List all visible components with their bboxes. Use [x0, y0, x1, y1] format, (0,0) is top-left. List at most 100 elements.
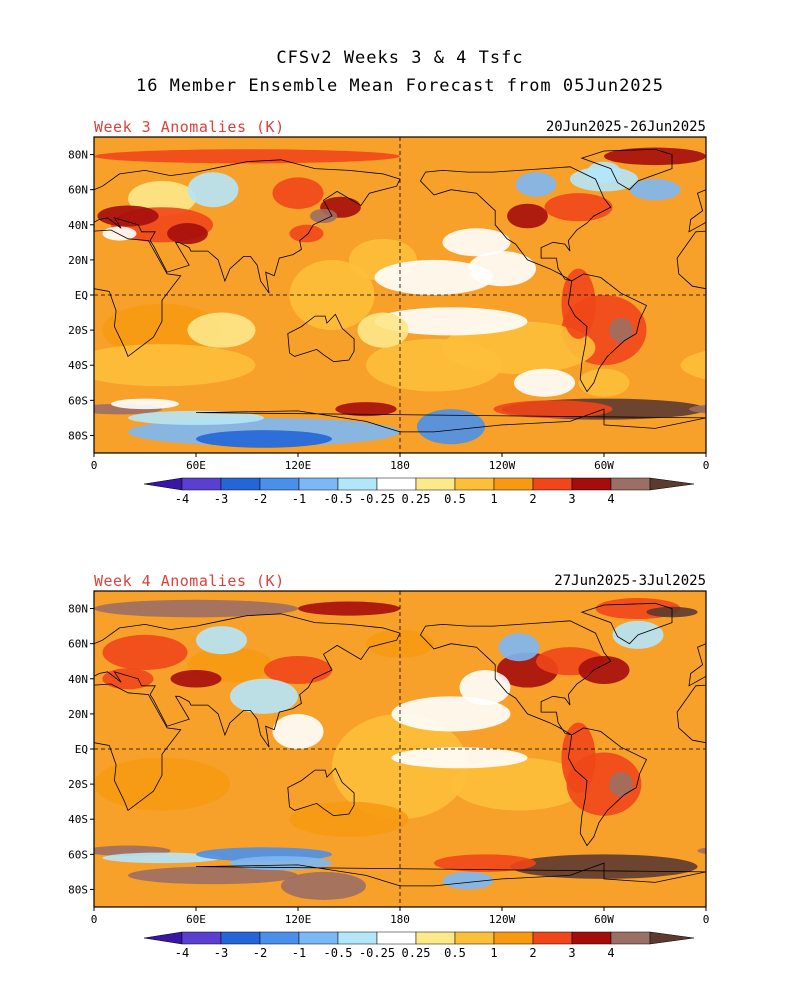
colorbar-swatch: [337, 931, 378, 945]
lat-label: 80N: [68, 149, 88, 162]
colorbar-label: -2: [253, 492, 267, 506]
anomaly-region: [609, 771, 633, 797]
coastline-africa: [94, 229, 182, 358]
anomaly-region: [715, 227, 749, 241]
lon-label: 0: [91, 913, 98, 926]
anomaly-region: [629, 179, 681, 201]
anomaly-region: [391, 747, 528, 769]
lat-label: 80S: [68, 883, 88, 896]
colorbar-arrow-right: [649, 477, 695, 491]
colorbar-swatch: [610, 931, 651, 945]
lat-label: EQ: [75, 289, 88, 302]
colorbar-swatch: [376, 477, 417, 491]
anomaly-region: [513, 368, 576, 397]
anomaly-region: [0, 162, 9, 183]
colorbar-swatch: [298, 931, 339, 945]
anomaly-region: [715, 304, 800, 357]
anomaly-region: [97, 205, 159, 227]
anomaly-region: [0, 656, 18, 684]
coastline-greenland: [580, 602, 673, 645]
anomaly-region: [289, 224, 324, 243]
coastline-samerica: [567, 727, 648, 847]
anomaly-region: [272, 177, 324, 209]
colorbar-label: 0.5: [444, 492, 466, 506]
anomaly-region: [0, 753, 29, 816]
anomaly-region: [451, 757, 587, 811]
coastline-samerica: [0, 728, 35, 846]
lon-label: 120W: [489, 913, 516, 926]
anomaly-region: [689, 404, 706, 414]
colorbar-label: 0.5: [444, 946, 466, 960]
colorbar-swatch: [220, 931, 261, 945]
colorbar-swatch: [376, 931, 417, 945]
coastlines: [0, 148, 706, 453]
colorbar-label: -1: [292, 492, 306, 506]
anomaly-region: [723, 399, 791, 410]
lat-label: 60N: [68, 638, 88, 651]
anomaly-region: [196, 430, 332, 448]
colorbar-arrow-left: [143, 931, 183, 945]
anomaly-region: [498, 633, 540, 662]
anomaly-region: [740, 181, 800, 216]
colorbar-arrow-left: [143, 477, 183, 491]
lat-label: 80S: [68, 429, 88, 442]
coastline-greenland: [580, 148, 673, 191]
map-panel-1: 80N 60N 40N 20N EQ 20S 40S 60S 80S 0 60E 120E 180 120…: [0, 136, 800, 472]
anomaly-region: [170, 670, 222, 688]
anomaly-region: [561, 722, 596, 793]
anomaly-region: [0, 167, 26, 192]
anomaly-region: [507, 203, 548, 229]
anomaly-region: [230, 856, 332, 871]
lon-label: 120E: [285, 459, 312, 472]
anomaly-region: [783, 670, 800, 688]
colorbar-label: 0.25: [402, 492, 431, 506]
panel2-dates: 27Jun2025-3Jul2025: [554, 573, 706, 589]
coastline-australia: [287, 767, 355, 817]
colorbar-swatch: [571, 477, 612, 491]
anomaly-region: [0, 193, 1, 221]
anomaly-region: [740, 411, 800, 425]
colorbar-label: -4: [175, 946, 189, 960]
anomaly-region: [434, 854, 536, 872]
anomaly-region: [187, 172, 239, 208]
colorbar-label: -4: [175, 492, 189, 506]
anomaly-region: [94, 599, 298, 618]
coastline-eurasia: [94, 613, 401, 748]
colorbar-label: -2: [253, 946, 267, 960]
anomaly-field: [0, 591, 800, 907]
anomaly-region: [102, 852, 222, 864]
anomaly-region: [459, 670, 511, 706]
anomaly-region: [515, 172, 557, 197]
anomaly-region: [196, 626, 247, 655]
anomaly-region: [578, 655, 630, 685]
lat-label: 20N: [68, 254, 88, 267]
colorbar-label: -0.5: [324, 946, 353, 960]
anomaly-region: [0, 400, 1, 418]
anomaly-region: [230, 678, 298, 714]
anomaly-region: [289, 801, 409, 837]
lat-label: 60S: [68, 394, 88, 407]
colorbar-label: 2: [529, 946, 536, 960]
lon-label: 60E: [186, 459, 206, 472]
coastline-namerica: [419, 620, 612, 736]
lon-label: 0: [703, 913, 710, 926]
anomaly-region: [102, 303, 222, 357]
colorbar-swatch: [415, 931, 456, 945]
colorbar-swatch: [259, 477, 300, 491]
coastlines: [0, 602, 706, 907]
anomaly-region: [0, 295, 35, 365]
anomaly-region: [442, 871, 494, 890]
lat-label: 40N: [68, 219, 88, 232]
lat-label: 60S: [68, 848, 88, 861]
colorbar-label: -1: [292, 946, 306, 960]
panel1-dates: 20Jun2025-26Jun2025: [545, 119, 706, 135]
anomaly-region: [609, 317, 633, 343]
anomaly-region: [578, 368, 630, 397]
coastline-greenland: [0, 149, 60, 189]
anomaly-region: [715, 668, 766, 689]
colorbar-label: -0.25: [359, 492, 395, 506]
coastline-greenland: [0, 603, 60, 643]
anomaly-region: [298, 601, 400, 616]
anomaly-region: [706, 758, 800, 811]
anomaly-region: [391, 696, 511, 732]
